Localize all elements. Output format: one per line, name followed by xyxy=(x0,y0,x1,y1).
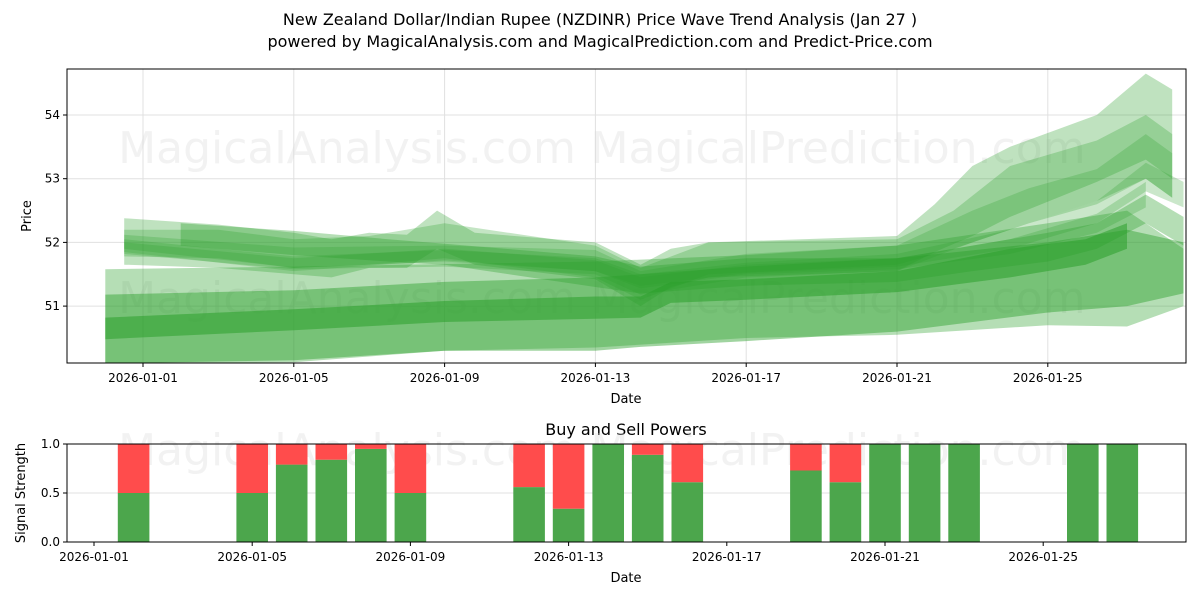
y-tick-label: 51 xyxy=(45,299,60,313)
sell-bar xyxy=(117,444,150,493)
sell-bar xyxy=(790,444,822,471)
buy-bar xyxy=(513,487,545,542)
wave-band xyxy=(124,73,1173,307)
buy-bar xyxy=(552,508,585,542)
x-tick-label: 2026-01-25 xyxy=(1008,550,1078,564)
buy-bar xyxy=(908,444,941,542)
price-y-axis-label: Price xyxy=(20,200,35,232)
chart-title: New Zealand Dollar/Indian Rupee (NZDINR)… xyxy=(282,10,918,29)
price-y-axis: 51 52 53 54 xyxy=(45,108,67,313)
watermark-text: MagicalPrediction.com xyxy=(591,123,1086,174)
sell-bar xyxy=(552,444,585,509)
sell-bar xyxy=(394,444,427,493)
buy-sell-x-axis: 2026-01-01 2026-01-05 2026-01-09 2026-01-13… xyxy=(59,542,1078,564)
x-tick-label: 2026-01-17 xyxy=(692,550,762,564)
buy-bar xyxy=(275,464,308,542)
buy-bar xyxy=(829,482,862,542)
chart-subtitle: powered by MagicalAnalysis.com and Magic… xyxy=(267,32,933,51)
wave-band xyxy=(124,134,1173,295)
wave-band xyxy=(180,194,1184,294)
wave-band xyxy=(124,181,1146,289)
y-tick-label: 0.5 xyxy=(41,486,60,500)
price-x-axis-label: Date xyxy=(610,392,641,407)
buy-sell-y-axis-label: Signal Strength xyxy=(14,443,29,543)
x-tick-label: 2026-01-01 xyxy=(59,550,129,564)
buy-bar xyxy=(1067,444,1099,542)
wave-band xyxy=(105,223,1128,340)
y-tick-label: 52 xyxy=(45,235,60,249)
x-tick-label: 2026-01-25 xyxy=(1013,371,1083,385)
x-tick-label: 2026-01-13 xyxy=(534,550,604,564)
wave-band xyxy=(124,162,1184,286)
sell-bar xyxy=(355,444,387,449)
watermark-text: MagicalAnalysis.com xyxy=(118,123,576,174)
buy-bar xyxy=(790,470,822,542)
x-tick-label: 2026-01-13 xyxy=(561,371,631,385)
buy-bar xyxy=(869,444,901,542)
price-axes-frame xyxy=(66,68,1187,364)
y-tick-label: 53 xyxy=(45,172,60,186)
buy-bar xyxy=(355,448,387,542)
wave-band xyxy=(124,115,1173,300)
buy-sell-title: Buy and Sell Powers xyxy=(545,420,707,439)
buy-sell-y-axis: 0.0 0.5 1.0 xyxy=(41,437,67,549)
sell-bar xyxy=(513,444,545,488)
price-wave-bands xyxy=(105,73,1184,363)
sell-bar xyxy=(829,444,862,483)
y-tick-label: 0.0 xyxy=(41,535,60,549)
x-tick-label: 2026-01-05 xyxy=(217,550,287,564)
x-tick-label: 2026-01-17 xyxy=(711,371,781,385)
buy-bar xyxy=(1106,444,1139,542)
x-tick-label: 2026-01-09 xyxy=(376,550,446,564)
buy-bar xyxy=(592,444,624,542)
sell-bar xyxy=(631,444,664,455)
sell-bar xyxy=(315,444,348,460)
buy-bar xyxy=(394,493,427,542)
buy-bar xyxy=(315,459,348,542)
sell-bar xyxy=(671,444,704,483)
sell-bar xyxy=(275,444,308,465)
x-tick-label: 2026-01-21 xyxy=(862,371,932,385)
x-tick-label: 2026-01-09 xyxy=(410,371,480,385)
buy-bar xyxy=(236,493,268,542)
buy-sell-x-axis-label: Date xyxy=(610,571,641,586)
x-tick-label: 2026-01-21 xyxy=(850,550,920,564)
y-tick-label: 1.0 xyxy=(41,437,60,451)
buy-bar xyxy=(631,454,664,542)
buy-bar xyxy=(671,482,704,542)
y-tick-label: 54 xyxy=(45,108,60,122)
x-tick-label: 2026-01-01 xyxy=(108,371,178,385)
buy-bar xyxy=(948,444,980,542)
sell-bar xyxy=(236,444,268,493)
buy-bar xyxy=(117,493,150,542)
price-x-axis: 2026-01-01 2026-01-05 2026-01-09 2026-01-13… xyxy=(108,363,1083,385)
price-wave-panel: MagicalAnalysis.comMagicalAnalysis.comMa… xyxy=(20,68,1187,407)
buy-sell-panel: Buy and Sell Powers MagicalAnalysis.comM… xyxy=(14,420,1187,586)
buy-sell-bars xyxy=(117,444,1139,542)
x-tick-label: 2026-01-05 xyxy=(259,371,329,385)
